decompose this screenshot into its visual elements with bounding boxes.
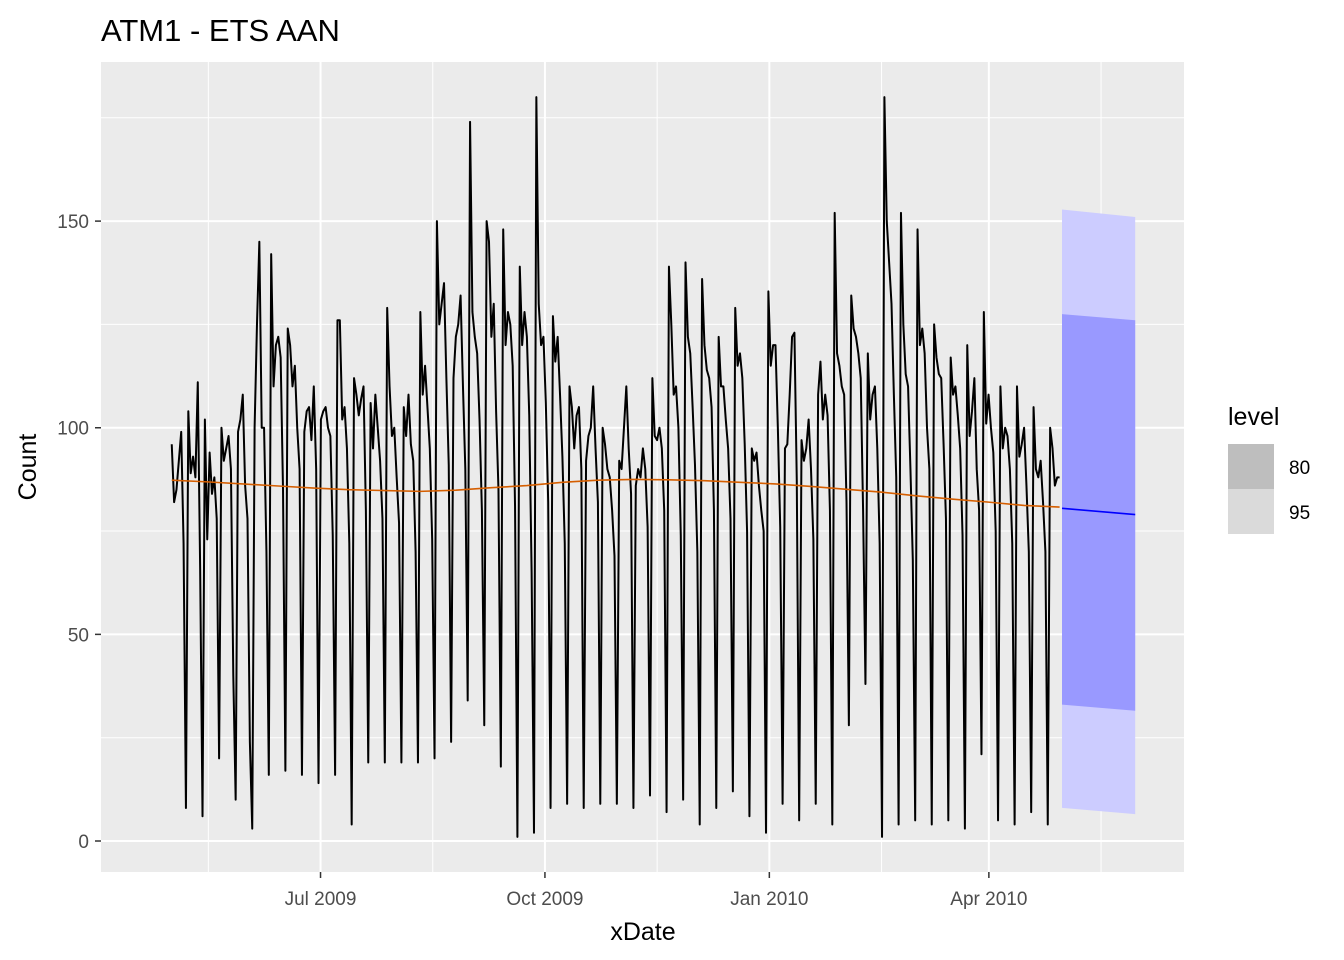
interval-80-band	[1062, 314, 1136, 711]
legend-key-80	[1228, 444, 1274, 489]
y-axis: 0 50 100 150	[57, 212, 101, 853]
x-tick-label: Apr 2010	[950, 889, 1027, 910]
y-tick-label: 150	[57, 212, 89, 233]
x-tick-label: Jul 2009	[285, 889, 357, 910]
series-lines	[170, 96, 1136, 838]
forecast-mean-line	[1061, 507, 1136, 516]
y-tick-label: 50	[68, 625, 89, 646]
interval-80-area	[1062, 314, 1136, 711]
observed-line	[170, 96, 1060, 838]
x-tick-label: Oct 2009	[506, 889, 583, 910]
x-tick-label: Jan 2010	[730, 889, 808, 910]
chart-title: ATM1 - ETS AAN	[101, 13, 340, 48]
fitted-line	[171, 478, 1060, 508]
legend-label-95: 95	[1289, 503, 1310, 524]
legend-key-95	[1228, 489, 1274, 534]
x-axis: Jul 2009 Oct 2009 Jan 2010 Apr 2010	[285, 872, 1027, 910]
legend-label-80: 80	[1289, 458, 1310, 479]
legend: level 80 95	[1228, 403, 1310, 534]
y-tick-label: 100	[57, 419, 89, 440]
y-tick-label: 0	[78, 832, 89, 853]
x-axis-title: xDate	[610, 918, 675, 946]
plot-panel	[101, 62, 1184, 872]
legend-title: level	[1228, 403, 1279, 431]
y-axis-title: Count	[14, 434, 42, 501]
